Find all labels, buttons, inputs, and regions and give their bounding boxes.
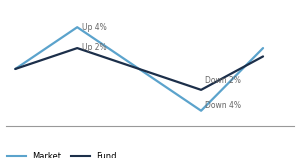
Text: Up 4%: Up 4% <box>82 23 106 32</box>
Text: Down 4%: Down 4% <box>206 101 242 110</box>
Text: Up 2%: Up 2% <box>82 43 106 52</box>
Text: Down 2%: Down 2% <box>206 76 241 85</box>
Legend: Market, Fund: Market, Fund <box>7 152 117 158</box>
